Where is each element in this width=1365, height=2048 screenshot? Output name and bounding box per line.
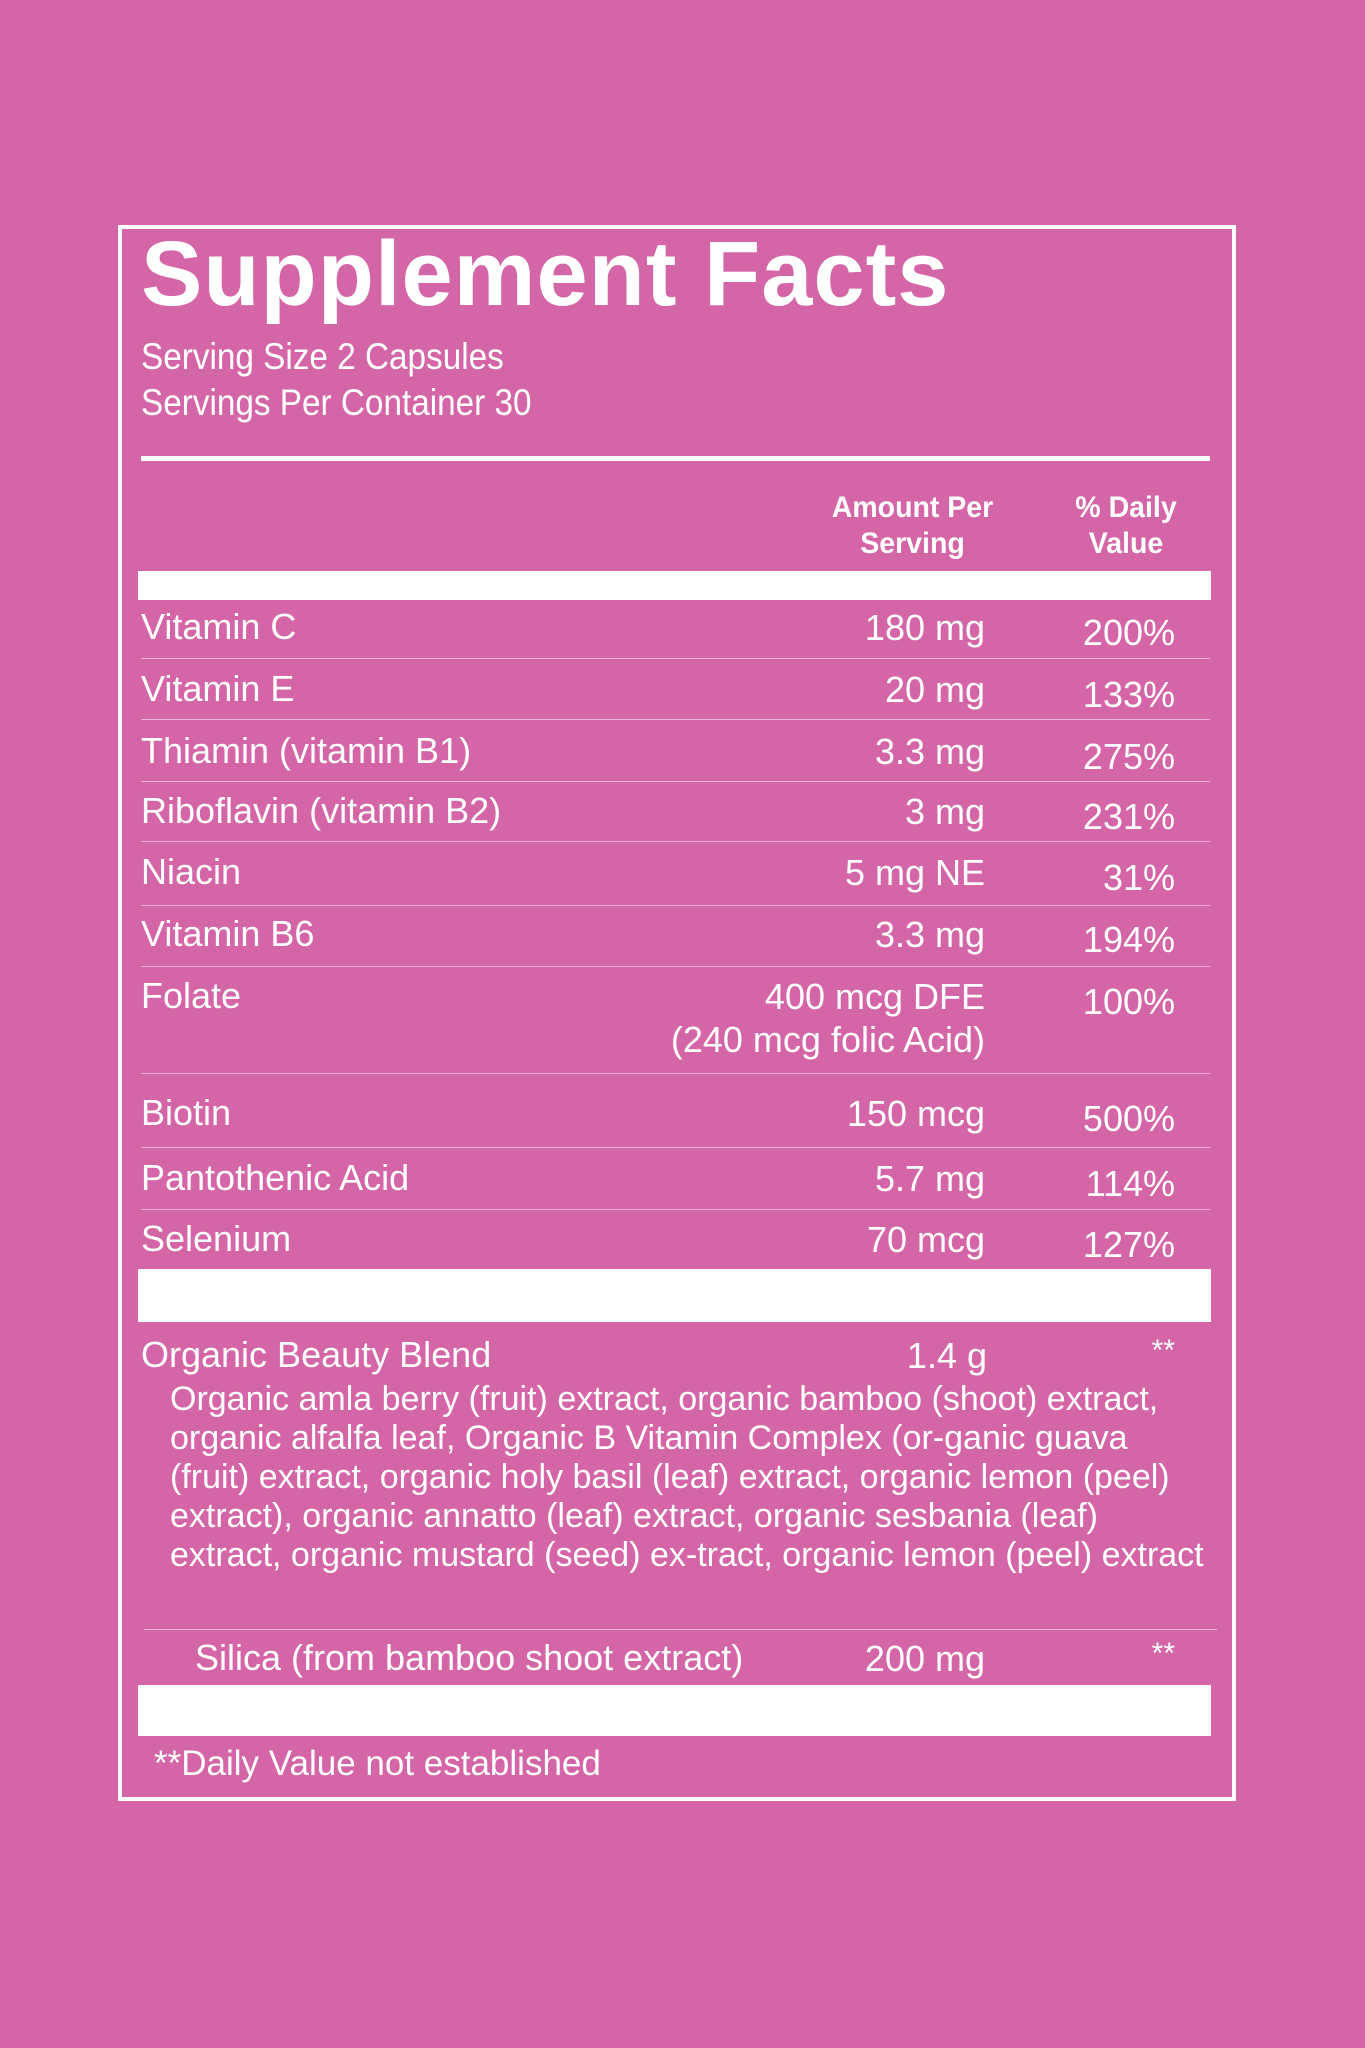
nutrient-daily-value: 114% [1085, 1163, 1175, 1204]
amount-value: 5.7 mg [874, 1158, 985, 1199]
amount-value: 180 mg [864, 607, 985, 648]
nutrient-amount: 3 mg [905, 790, 985, 833]
row-divider [141, 658, 1210, 659]
amount-value: 3.3 mg [874, 914, 985, 955]
row-divider [141, 719, 1210, 720]
bottom-bar [138, 1685, 1211, 1736]
nutrient-name: Riboflavin (vitamin B2) [141, 790, 502, 831]
nutrient-daily-value: 231% [1082, 796, 1175, 837]
row-divider [141, 841, 1210, 842]
blend-name: Organic Beauty Blend [141, 1334, 492, 1375]
nutrient-amount: 3.3 mg [875, 730, 985, 773]
nutrient-amount: 150 mcg [847, 1092, 985, 1135]
footnote: **Daily Value not established [154, 1744, 601, 1783]
row-divider [141, 966, 1210, 967]
blend-ingredients: Organic amla berry (fruit) extract, orga… [170, 1380, 1204, 1574]
nutrient-amount: 5.7 mg [875, 1157, 985, 1200]
nutrient-daily-value: 133% [1082, 674, 1175, 715]
nutrient-name: Thiamin (vitamin B1) [141, 730, 472, 771]
thick-rule [141, 456, 1210, 461]
nutrient-name: Pantothenic Acid [141, 1157, 410, 1198]
silica-name: Silica (from bamboo shoot extract) [195, 1637, 744, 1678]
amount-value: 70 mcg [866, 1219, 985, 1260]
amount-per-serving-header: Amount Per Serving [806, 490, 1020, 562]
header-line: Serving [860, 527, 965, 560]
amount-value: 20 mg [884, 669, 985, 710]
nutrient-amount: 400 mcg DFE (240 mcg folic Acid) [671, 975, 985, 1061]
nutrient-amount: 180 mg [865, 606, 985, 649]
amount-value: 3 mg [904, 791, 985, 832]
nutrient-name: Vitamin B6 [141, 913, 315, 954]
nutrient-daily-value: 194% [1082, 919, 1175, 960]
header-line: % Daily [1075, 491, 1177, 524]
blend-dv: ** [1151, 1334, 1175, 1367]
nutrient-amount: 3.3 mg [875, 913, 985, 956]
servings-per-container: Servings Per Container 30 [141, 382, 532, 423]
nutrient-name: Biotin [141, 1092, 232, 1133]
nutrient-amount: 70 mcg [867, 1218, 985, 1261]
nutrient-name: Selenium [141, 1218, 292, 1259]
nutrient-amount: 5 mg NE [845, 851, 985, 894]
nutrient-name: Niacin [141, 851, 242, 892]
daily-value-header: % Daily Value [1054, 490, 1198, 562]
section-bar [138, 1269, 1211, 1322]
nutrient-name: Vitamin E [141, 668, 295, 709]
nutrient-daily-value: 200% [1082, 612, 1175, 653]
nutrient-daily-value: 31% [1102, 857, 1175, 898]
serving-size: Serving Size 2 Capsules [141, 336, 504, 377]
amount-value: 400 mcg DFE [764, 976, 985, 1017]
row-divider [141, 1073, 1210, 1074]
amount-value: 5 mg NE [844, 852, 985, 893]
blend-amount: 1.4 g [906, 1335, 987, 1376]
amount-note: (240 mcg folic Acid) [670, 1019, 985, 1060]
header-bar [138, 571, 1211, 600]
header-line: Value [1088, 527, 1164, 560]
supplement-facts-panel [118, 225, 1236, 1801]
silica-amount: 200 mg [864, 1638, 985, 1679]
row-divider [141, 781, 1210, 782]
nutrient-daily-value: 127% [1082, 1224, 1175, 1265]
nutrient-daily-value: 100% [1082, 981, 1175, 1022]
nutrient-name: Vitamin C [141, 606, 297, 647]
row-divider [141, 1209, 1210, 1210]
row-divider [141, 1147, 1210, 1148]
amount-value: 3.3 mg [874, 731, 985, 772]
nutrient-daily-value: 275% [1082, 736, 1175, 777]
nutrient-daily-value: 500% [1082, 1098, 1175, 1139]
page-title: Supplement Facts [141, 223, 950, 325]
header-line: Amount Per [831, 491, 994, 524]
nutrient-name: Folate [141, 975, 242, 1016]
silica-dv: ** [1151, 1637, 1175, 1670]
row-divider [141, 905, 1210, 906]
nutrient-amount: 20 mg [885, 668, 985, 711]
row-divider [144, 1629, 1217, 1630]
amount-value: 150 mcg [846, 1093, 985, 1134]
